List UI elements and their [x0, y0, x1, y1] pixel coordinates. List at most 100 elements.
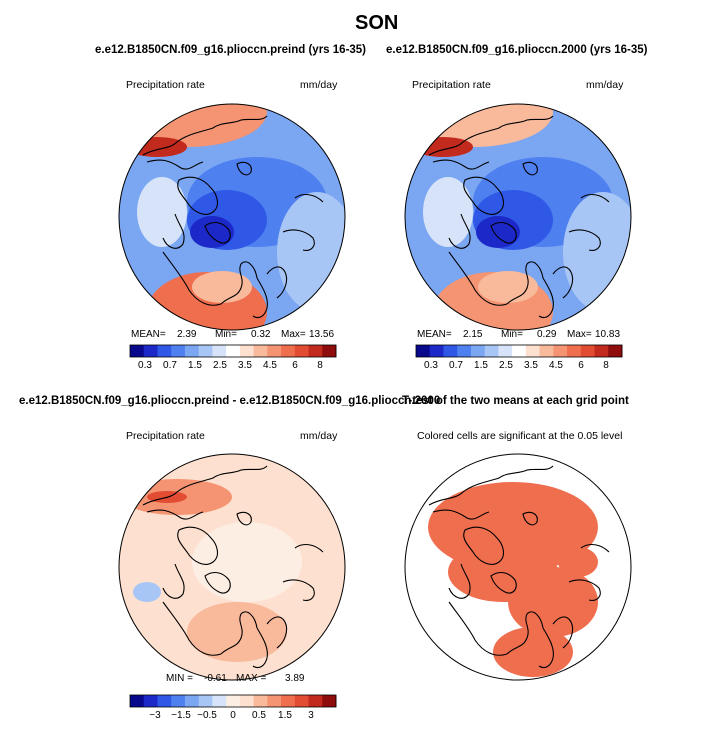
map-border	[118, 453, 346, 681]
coastline	[162, 601, 222, 656]
colorbar-swatch	[281, 345, 296, 357]
colorbar-swatch	[457, 345, 472, 357]
preind-min-label: Min=	[215, 329, 237, 340]
atlantic-mid-blob	[478, 271, 538, 303]
diff-max-label: MAX =	[236, 673, 267, 684]
colorbar-swatch	[294, 695, 309, 707]
panel-diff-title: e.e12.B1850CN.f09_g16.plioccn.preind - e…	[19, 395, 441, 407]
atlantic-positive-blob	[187, 602, 287, 662]
coastline	[432, 509, 490, 520]
colorbar-tick-label: 0.7	[163, 360, 177, 371]
preind-mean-label: MEAN=	[131, 329, 166, 340]
colorbar-swatch	[470, 345, 486, 357]
coastline	[142, 465, 268, 506]
colorbar-swatch	[294, 345, 309, 357]
p2000-mean-label: MEAN=	[417, 329, 452, 340]
coastline	[538, 277, 554, 319]
coastline	[177, 176, 219, 215]
map-border	[404, 453, 632, 681]
colorbar-swatch	[308, 345, 323, 357]
preind-mean-value: 2.39	[177, 329, 197, 340]
colorbar-tick-label: 1.5	[188, 360, 202, 371]
panel-2000-variable: Precipitation rate	[412, 79, 491, 91]
colorbar-tick-label: 0.3	[424, 360, 438, 371]
coastline	[506, 261, 544, 305]
panel-diff-units: mm/day	[300, 430, 338, 442]
p2000-max-value: 10.83	[595, 329, 621, 340]
colorbar-swatch	[143, 695, 158, 707]
colorbar-tick-label: 4.5	[263, 360, 277, 371]
colorbar-tick-label: 1.5	[474, 360, 488, 371]
map-border	[404, 103, 632, 331]
panel-ttest-title: T-test of the two means at each grid poi…	[402, 395, 629, 407]
colorbar-swatch	[429, 345, 444, 357]
colorbar-tick-label: 3.5	[238, 360, 252, 371]
panel-preind-title: e.e12.B1850CN.f09_g16.plioccn.preind (yr…	[95, 44, 367, 56]
coastline	[252, 277, 268, 319]
coastline	[448, 601, 508, 656]
colorbar-swatch	[226, 345, 241, 357]
coastline	[204, 571, 231, 594]
diff-min-value: -0.61	[204, 673, 227, 684]
pacific-max-blob	[413, 137, 473, 157]
colorbar-swatch	[253, 695, 268, 707]
colorbar-swatch	[171, 695, 186, 707]
coastline	[252, 627, 268, 669]
colorbar-swatch	[267, 345, 282, 357]
colorbar-swatch	[198, 345, 213, 357]
colorbar-tick-label: −0.5	[197, 710, 217, 721]
colorbar-preind	[129, 344, 337, 358]
colorbar-swatch	[580, 345, 595, 357]
colorbar-swatch	[525, 345, 540, 357]
colorbar-swatch	[157, 695, 172, 707]
colorbar-swatch	[198, 695, 213, 707]
map-border	[118, 103, 346, 331]
colorbar-tick-label: 2.5	[499, 360, 513, 371]
colorbar-tick-label: 1.5	[278, 710, 292, 721]
coastline	[490, 221, 517, 244]
colorbar-difference	[129, 694, 337, 708]
coastline	[506, 611, 544, 655]
colorbar-swatch	[281, 695, 296, 707]
coastline	[220, 261, 258, 305]
colorbar-swatch	[608, 345, 623, 357]
colorbar-swatch	[130, 695, 145, 707]
colorbar-tick-label: 2.5	[213, 360, 227, 371]
map-ttest	[404, 453, 632, 681]
coastline	[448, 213, 471, 249]
colorbar-swatch	[184, 345, 200, 357]
coastline	[266, 616, 288, 649]
colorbar-swatch	[267, 695, 282, 707]
coastline	[294, 193, 324, 203]
colorbar-swatch	[157, 345, 172, 357]
p2000-min-value: 0.29	[537, 329, 557, 340]
coastline	[568, 229, 601, 251]
greenland-low-blob	[190, 216, 234, 248]
colorbar-tick-label: 0.7	[449, 360, 463, 371]
pacific-max-blob	[127, 137, 187, 157]
coastline	[204, 221, 231, 244]
coastline	[463, 176, 505, 215]
map-2000	[404, 103, 632, 331]
west-light-blob	[137, 177, 187, 247]
diff-min-label: MIN =	[166, 673, 193, 684]
colorbar-swatch	[539, 345, 554, 357]
colorbar-swatch	[322, 345, 337, 357]
coastline	[552, 266, 574, 299]
atlantic-mid-blob	[192, 271, 252, 303]
coastline	[463, 526, 505, 565]
colorbar-tick-label: 0	[230, 710, 236, 721]
page-title: SON	[355, 12, 399, 34]
significant-region-small	[433, 516, 453, 528]
colorbar-tick-label: 0.5	[252, 710, 266, 721]
colorbar-swatch	[322, 695, 337, 707]
colorbar-swatch	[443, 345, 458, 357]
colorbar-swatch	[171, 345, 186, 357]
colorbar-swatch	[484, 345, 499, 357]
colorbar-tick-label: 6	[578, 360, 584, 371]
colorbar-frame	[415, 344, 623, 358]
coastline	[282, 579, 315, 601]
colorbar-2000	[415, 344, 623, 358]
preind-min-value: 0.32	[251, 329, 271, 340]
panel-preind-units: mm/day	[300, 79, 338, 91]
